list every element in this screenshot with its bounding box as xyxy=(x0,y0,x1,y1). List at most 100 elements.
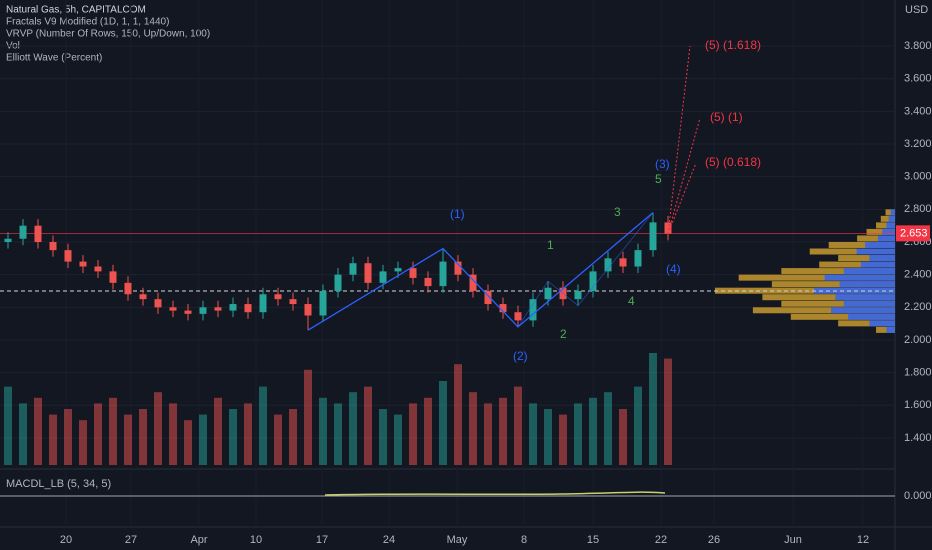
volume-bar xyxy=(349,392,357,465)
profile-down xyxy=(838,255,895,262)
candle-body xyxy=(544,287,552,300)
volume-bar xyxy=(124,414,132,465)
volume-bar xyxy=(64,409,72,465)
macd-title: MACDL_LB (5, 34, 5) xyxy=(6,478,111,490)
profile-up xyxy=(869,255,895,262)
profile-down xyxy=(876,326,895,333)
volume-bar xyxy=(184,420,192,465)
profile-down xyxy=(752,307,895,314)
profile-down xyxy=(790,313,895,320)
volume-bar xyxy=(214,397,222,465)
volume-bar xyxy=(334,403,342,465)
wave-label: (5) (1.618) xyxy=(705,38,761,52)
volume-bar xyxy=(79,420,87,465)
profile-down xyxy=(838,320,895,327)
volume-bar xyxy=(484,403,492,465)
profile-up xyxy=(848,313,895,320)
volume-bar xyxy=(34,397,42,465)
volume-bar xyxy=(589,397,597,465)
wave-label: (5) (0.618) xyxy=(705,155,761,169)
candle-body xyxy=(139,294,147,300)
legend-line: VRVP (Number Of Rows, 150, Up/Down, 100) xyxy=(6,29,210,40)
candle-body xyxy=(439,261,447,287)
volume-bar xyxy=(319,397,327,465)
candle-body xyxy=(184,310,192,314)
profile-up xyxy=(843,268,895,275)
x-tick-label: 20 xyxy=(60,534,72,546)
volume-bar xyxy=(664,358,672,465)
wave-label: 5 xyxy=(655,172,662,186)
candle-body xyxy=(634,250,642,267)
candle-body xyxy=(514,312,522,321)
candle-body xyxy=(619,258,627,267)
volume-bar xyxy=(649,353,657,465)
wave-label: (4) xyxy=(666,262,681,276)
candle-body xyxy=(454,261,462,275)
y-tick-label: 3.000 xyxy=(904,171,932,183)
volume-bar xyxy=(514,386,522,465)
volume-bar xyxy=(244,403,252,465)
x-tick-label: 12 xyxy=(857,534,869,546)
profile-down xyxy=(880,215,895,222)
subwave-line xyxy=(517,212,654,328)
x-tick-label: 22 xyxy=(655,534,667,546)
candle-body xyxy=(214,307,222,311)
profile-up xyxy=(835,294,895,301)
volume-bar xyxy=(409,403,417,465)
candle-body xyxy=(469,274,477,291)
profile-up xyxy=(824,274,895,281)
candle-body xyxy=(244,304,252,313)
x-tick-label: Apr xyxy=(190,534,207,546)
candle-body xyxy=(424,277,432,287)
last-price-label: 2.653 xyxy=(900,227,928,239)
volume-bar xyxy=(169,403,177,465)
macd-line xyxy=(324,491,666,496)
candle-body xyxy=(79,261,87,267)
wave-label: (3) xyxy=(655,157,670,171)
target-line xyxy=(667,45,691,234)
profile-up xyxy=(890,209,895,216)
candle-body xyxy=(649,222,657,251)
x-tick-label: May xyxy=(447,534,468,546)
x-tick-label: 24 xyxy=(383,534,395,546)
volume-bar xyxy=(304,369,312,465)
profile-up xyxy=(860,261,895,268)
last-price-box xyxy=(896,225,930,242)
volume-bar xyxy=(544,409,552,465)
y-tick-label: 2.000 xyxy=(904,334,932,346)
candle-body xyxy=(304,304,312,316)
volume-bar xyxy=(394,414,402,465)
candle-body xyxy=(499,304,507,313)
candle-body xyxy=(4,238,12,243)
volume-bar xyxy=(499,397,507,465)
wave-label: 2 xyxy=(560,327,567,341)
volume-bar xyxy=(529,403,537,465)
profile-up xyxy=(882,228,895,235)
candle-body xyxy=(259,294,267,313)
legend-line: Elliott Wave (Percent) xyxy=(6,53,102,64)
profile-up xyxy=(831,307,895,314)
profile-down xyxy=(781,268,895,275)
x-tick-label: 10 xyxy=(250,534,262,546)
volume-bar xyxy=(439,381,447,465)
candle-body xyxy=(169,307,177,311)
x-tick-label: 26 xyxy=(708,534,720,546)
currency-label: USD xyxy=(905,4,928,16)
target-line xyxy=(667,117,701,234)
volume-bar xyxy=(469,392,477,465)
volume-bar xyxy=(4,386,12,465)
profile-up xyxy=(856,248,895,255)
profile-down xyxy=(809,248,895,255)
volume-bar xyxy=(199,414,207,465)
candle-body xyxy=(319,290,327,316)
wave-label: 3 xyxy=(614,205,621,219)
legend-line: Natural Gas, 5h, CAPITALCOM xyxy=(6,5,146,16)
candle-body xyxy=(34,225,42,243)
candle-body xyxy=(409,268,417,278)
profile-down xyxy=(819,261,895,268)
profile-up xyxy=(877,235,895,242)
profile-up xyxy=(869,320,895,327)
candle-body xyxy=(529,299,537,321)
volume-bar xyxy=(364,386,372,465)
